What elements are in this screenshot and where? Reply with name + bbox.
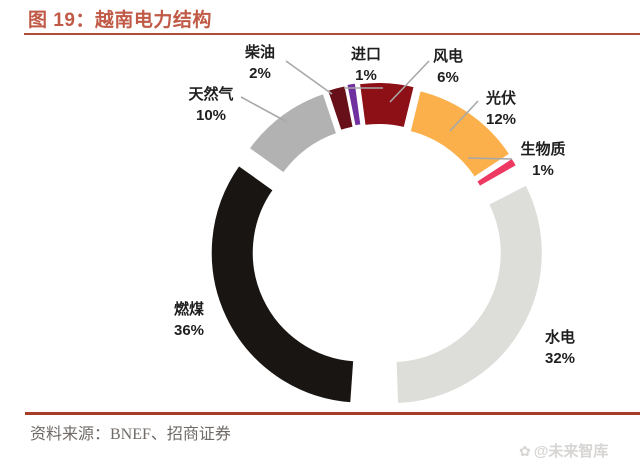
wisdom-vault-logo-icon: ✿ <box>519 442 531 459</box>
slice-燃煤 <box>209 163 356 405</box>
source-note: 资料来源：BNEF、招商证券 <box>30 426 231 443</box>
leader-生物质 <box>467 157 513 160</box>
slice-天然气 <box>247 91 339 175</box>
leader-风电 <box>389 60 430 103</box>
slice-生物质 <box>474 156 519 189</box>
title-underline <box>24 33 640 35</box>
leader-光伏 <box>449 100 479 132</box>
footer-rule <box>25 412 640 415</box>
leader-天然气 <box>240 96 288 123</box>
slice-风电 <box>357 81 416 130</box>
slice-进口 <box>345 81 363 128</box>
slice-柴油 <box>325 84 355 133</box>
figure-title: 图 19：越南电力结构 <box>28 10 212 31</box>
leader-柴油 <box>285 60 333 95</box>
slice-光伏 <box>408 88 512 180</box>
watermark: ✿ @未来智库 <box>519 440 608 461</box>
watermark-text: @未来智库 <box>533 443 609 460</box>
slice-水电 <box>394 183 544 406</box>
